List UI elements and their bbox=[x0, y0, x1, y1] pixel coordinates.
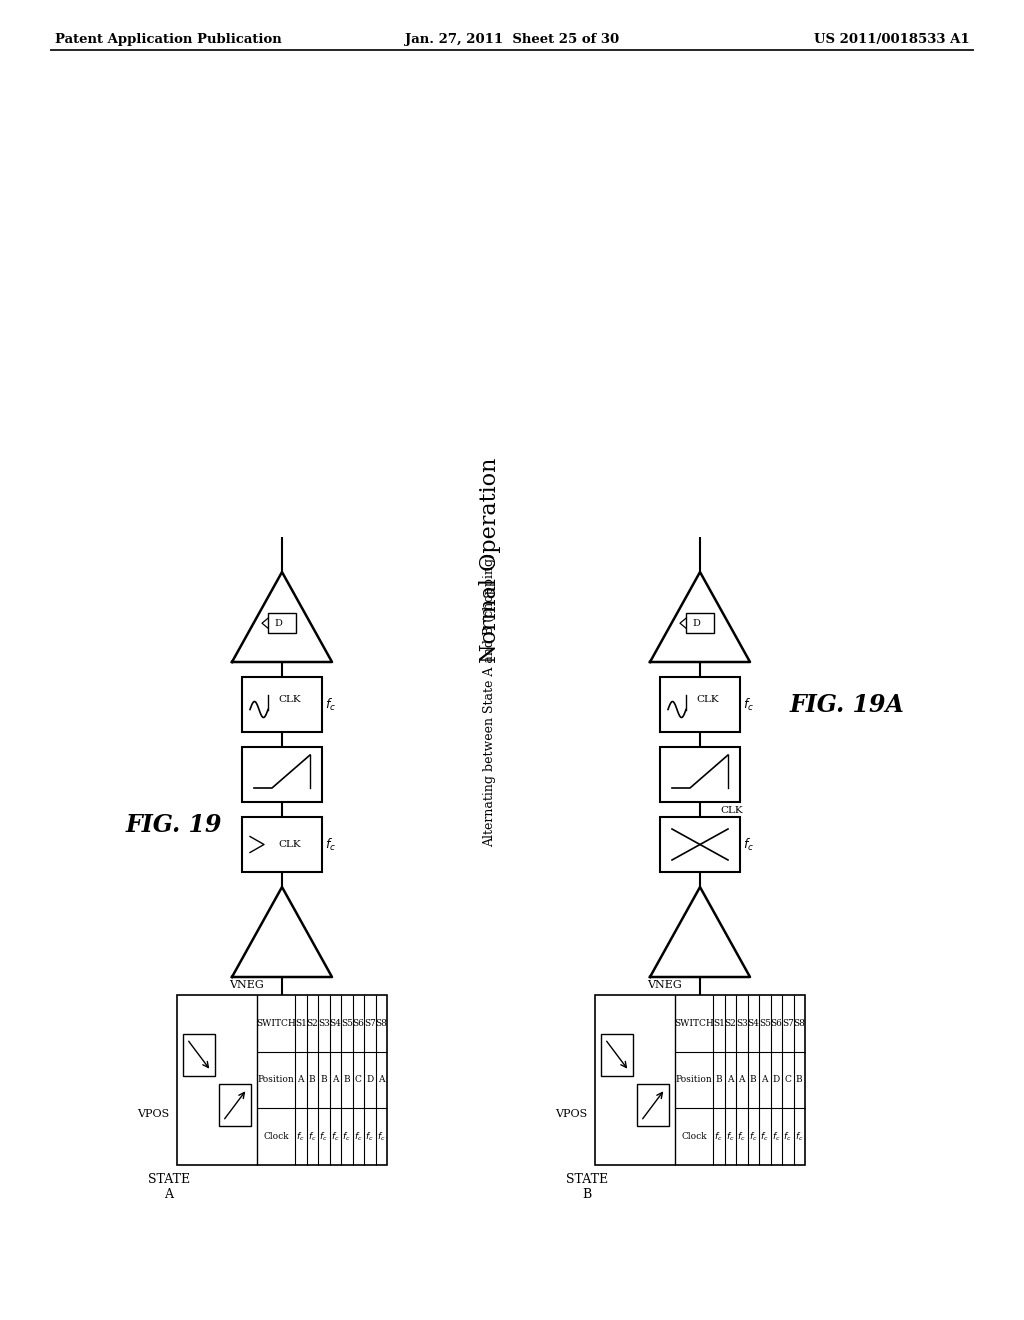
Bar bbox=[595, 995, 805, 1166]
Text: A: A bbox=[762, 1076, 768, 1085]
Bar bbox=[183, 1034, 215, 1076]
Text: S7: S7 bbox=[781, 1019, 794, 1028]
Text: $f_c$: $f_c$ bbox=[342, 1130, 351, 1143]
Text: S1: S1 bbox=[295, 1019, 306, 1028]
Bar bbox=[660, 677, 740, 733]
Text: VNEG: VNEG bbox=[229, 979, 264, 990]
Text: CLK: CLK bbox=[279, 840, 301, 849]
Text: S4: S4 bbox=[748, 1019, 759, 1028]
Bar bbox=[177, 995, 387, 1166]
Bar bbox=[242, 747, 322, 803]
Text: $f_c$: $f_c$ bbox=[331, 1130, 340, 1143]
Polygon shape bbox=[232, 887, 332, 977]
Bar bbox=[601, 1034, 633, 1076]
Bar bbox=[242, 677, 322, 733]
Polygon shape bbox=[232, 572, 332, 663]
Text: $f_c$: $f_c$ bbox=[743, 697, 754, 713]
Text: $f_c$: $f_c$ bbox=[325, 697, 336, 713]
Text: STATE
A: STATE A bbox=[147, 1173, 190, 1201]
Text: D: D bbox=[367, 1076, 374, 1085]
Text: $f_c$: $f_c$ bbox=[308, 1130, 316, 1143]
Text: D: D bbox=[692, 619, 700, 628]
Text: Jan. 27, 2011  Sheet 25 of 30: Jan. 27, 2011 Sheet 25 of 30 bbox=[404, 33, 620, 46]
Bar bbox=[242, 817, 322, 873]
Text: Patent Application Publication: Patent Application Publication bbox=[55, 33, 282, 46]
Text: Position: Position bbox=[258, 1076, 294, 1085]
Text: $f_c$: $f_c$ bbox=[783, 1130, 792, 1143]
Text: A: A bbox=[332, 1076, 339, 1085]
Text: A: A bbox=[738, 1076, 745, 1085]
Text: S5: S5 bbox=[341, 1019, 352, 1028]
Text: $f_c$: $f_c$ bbox=[319, 1130, 328, 1143]
Text: $f_c$: $f_c$ bbox=[354, 1130, 362, 1143]
Bar bbox=[686, 614, 714, 634]
Text: Clock: Clock bbox=[681, 1133, 707, 1142]
Text: D: D bbox=[274, 619, 282, 628]
Text: US 2011/0018533 A1: US 2011/0018533 A1 bbox=[814, 33, 970, 46]
Text: S3: S3 bbox=[317, 1019, 330, 1028]
Text: $f_c$: $f_c$ bbox=[761, 1130, 769, 1143]
Text: A: A bbox=[378, 1076, 384, 1085]
Text: S2: S2 bbox=[724, 1019, 736, 1028]
Text: B: B bbox=[716, 1076, 722, 1085]
Text: $f_c$: $f_c$ bbox=[749, 1130, 758, 1143]
Text: S8: S8 bbox=[794, 1019, 805, 1028]
Text: $f_c$: $f_c$ bbox=[772, 1130, 780, 1143]
Text: VNEG: VNEG bbox=[647, 979, 682, 990]
Text: CLK: CLK bbox=[721, 807, 743, 814]
Text: CLK: CLK bbox=[696, 696, 719, 704]
Text: FIG. 19: FIG. 19 bbox=[126, 813, 222, 837]
Text: A: A bbox=[298, 1076, 304, 1085]
Text: VPOS: VPOS bbox=[555, 1109, 587, 1119]
Text: Alternating between State A and B (chopping): Alternating between State A and B (chopp… bbox=[483, 553, 497, 847]
Bar bbox=[660, 747, 740, 803]
Text: $f_c$: $f_c$ bbox=[366, 1130, 374, 1143]
Text: Normal Operation: Normal Operation bbox=[479, 457, 501, 663]
Text: $f_c$: $f_c$ bbox=[795, 1130, 804, 1143]
Text: $f_c$: $f_c$ bbox=[297, 1130, 305, 1143]
Polygon shape bbox=[650, 887, 750, 977]
Text: $f_c$: $f_c$ bbox=[726, 1130, 734, 1143]
Text: S8: S8 bbox=[376, 1019, 387, 1028]
Text: S5: S5 bbox=[759, 1019, 771, 1028]
Text: S2: S2 bbox=[306, 1019, 318, 1028]
Text: STATE
B: STATE B bbox=[566, 1173, 608, 1201]
Text: $f_c$: $f_c$ bbox=[325, 837, 336, 853]
Text: SWITCH: SWITCH bbox=[256, 1019, 296, 1028]
Bar bbox=[268, 614, 296, 634]
Bar bbox=[219, 1084, 251, 1126]
Bar bbox=[660, 817, 740, 873]
Text: S6: S6 bbox=[352, 1019, 365, 1028]
Text: B: B bbox=[750, 1076, 757, 1085]
Text: $f_c$: $f_c$ bbox=[743, 837, 754, 853]
Text: S7: S7 bbox=[364, 1019, 376, 1028]
Text: B: B bbox=[321, 1076, 327, 1085]
Text: D: D bbox=[773, 1076, 780, 1085]
Text: C: C bbox=[354, 1076, 361, 1085]
Text: $f_c$: $f_c$ bbox=[737, 1130, 746, 1143]
Bar bbox=[637, 1084, 669, 1126]
Text: VPOS: VPOS bbox=[137, 1109, 169, 1119]
Text: $f_c$: $f_c$ bbox=[715, 1130, 723, 1143]
Text: S1: S1 bbox=[713, 1019, 725, 1028]
Text: A: A bbox=[727, 1076, 733, 1085]
Text: $f_c$: $f_c$ bbox=[377, 1130, 386, 1143]
Text: B: B bbox=[796, 1076, 803, 1085]
Text: SWITCH: SWITCH bbox=[674, 1019, 714, 1028]
Text: S3: S3 bbox=[736, 1019, 748, 1028]
Text: S4: S4 bbox=[330, 1019, 341, 1028]
Text: Position: Position bbox=[676, 1076, 713, 1085]
Text: B: B bbox=[309, 1076, 315, 1085]
Text: C: C bbox=[784, 1076, 792, 1085]
Text: S6: S6 bbox=[770, 1019, 782, 1028]
Text: Clock: Clock bbox=[263, 1133, 289, 1142]
Text: CLK: CLK bbox=[279, 696, 301, 704]
Text: B: B bbox=[343, 1076, 350, 1085]
Polygon shape bbox=[650, 572, 750, 663]
Text: FIG. 19A: FIG. 19A bbox=[790, 693, 905, 717]
